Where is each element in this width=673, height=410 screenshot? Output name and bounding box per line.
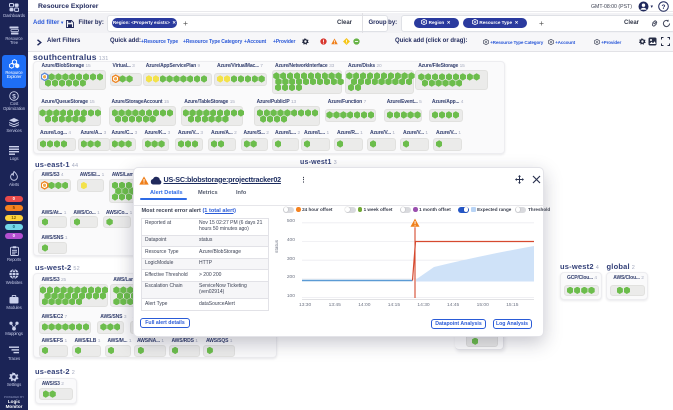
svg-text:$: $ — [12, 93, 16, 100]
svg-text:?: ? — [662, 4, 666, 11]
